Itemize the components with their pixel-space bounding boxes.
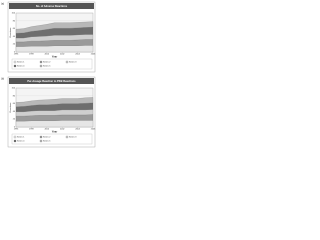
legend-swatch [39, 135, 43, 139]
legend-label: Series 2 [43, 137, 51, 139]
x-tick-label: 1998 [29, 129, 34, 131]
legend-label: Series 3 [69, 137, 77, 139]
title-bar [9, 3, 94, 9]
legend-swatch [13, 60, 17, 64]
y-tick-label: 0 [14, 127, 16, 129]
y-tick-label: 40 [13, 111, 16, 113]
x-tick-label: 2000 [45, 129, 50, 131]
x-tick-label: 2006 [91, 54, 96, 56]
x-axis-label: Year [52, 130, 57, 134]
x-axis-label: Year [52, 55, 57, 59]
y-axis-label: Reactions [9, 102, 12, 113]
legend-label: Series 3 [69, 62, 77, 64]
title-bar [9, 78, 94, 84]
legend-swatch [13, 139, 17, 143]
y-tick-label: 40 [13, 36, 16, 38]
x-tick-label: 2000 [45, 54, 50, 56]
legend-label: Series 5 [43, 141, 51, 143]
figure: (a) No. of Adverse Reactions 0 20 40 60 80 100 R… [1, 2, 96, 148]
legend-label: Series 1 [17, 137, 25, 139]
panel-label: (a) [1, 2, 4, 6]
x-tick-label: 1996 [14, 129, 19, 131]
chart-title: Per-dosage Reaction to PKB Reactions [27, 79, 76, 83]
x-tick-label: 2002 [60, 54, 65, 56]
x-tick-label: 2006 [91, 129, 96, 131]
y-tick-label: 0 [14, 52, 16, 54]
area-series [15, 21, 94, 34]
x-tick-label: 2004 [75, 54, 80, 56]
x-tick-label: 1998 [29, 54, 34, 56]
legend-swatch [65, 135, 69, 139]
legend-swatch [39, 64, 43, 68]
legend-swatch [39, 60, 43, 64]
legend-label: Series 1 [17, 62, 25, 64]
area-series [15, 120, 94, 128]
legend-label: Series 4 [17, 66, 25, 68]
y-axis-label: Reactions [9, 27, 12, 38]
legend-swatch [13, 135, 17, 139]
legend-label: Series 2 [43, 62, 51, 64]
y-tick-label: 60 [13, 103, 16, 105]
y-tick-label: 20 [13, 44, 16, 46]
legend-box [11, 133, 93, 145]
x-tick-label: 2004 [75, 129, 80, 131]
y-tick-label: 100 [12, 13, 16, 15]
panel-label: (b) [1, 77, 4, 81]
legend-swatch [39, 139, 43, 143]
y-tick-label: 20 [13, 119, 16, 121]
legend-label: Series 4 [17, 141, 25, 143]
x-tick-label: 1996 [14, 54, 19, 56]
y-tick-label: 80 [13, 20, 16, 22]
x-tick-label: 2002 [60, 129, 65, 131]
legend-label: Series 5 [43, 66, 51, 68]
y-tick-label: 100 [12, 88, 16, 90]
y-tick-label: 80 [13, 95, 16, 97]
area-series [15, 97, 94, 107]
legend-swatch [13, 64, 17, 68]
legend-box [11, 58, 93, 70]
chart-title: No. of Adverse Reactions [36, 4, 68, 8]
legend-swatch [65, 60, 69, 64]
y-tick-label: 60 [13, 28, 16, 30]
